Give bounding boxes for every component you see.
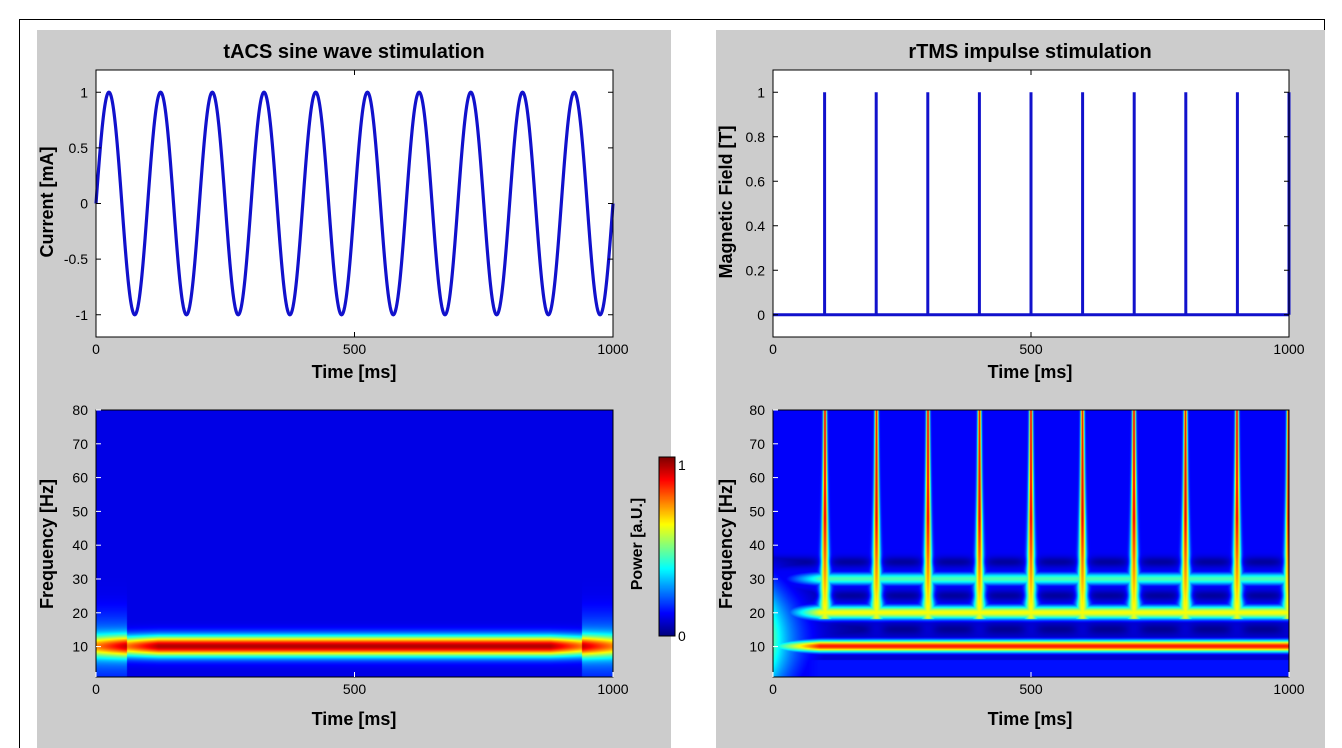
y-tick-label: 40 bbox=[72, 537, 88, 553]
y-tick-label: 0.6 bbox=[746, 173, 766, 189]
rtms-chart-title: rTMS impulse stimulation bbox=[908, 41, 1151, 63]
x-tick-label: 500 bbox=[343, 681, 367, 697]
tacs-chart-title: tACS sine wave stimulation bbox=[223, 41, 484, 63]
y-tick-label: 10 bbox=[72, 639, 88, 655]
x-tick-label: 500 bbox=[1019, 681, 1043, 697]
x-tick-label: 0 bbox=[92, 341, 100, 357]
colorbar-gradient bbox=[659, 457, 675, 636]
y-tick-label: 70 bbox=[749, 436, 765, 452]
y-tick-label: 0.2 bbox=[746, 262, 766, 278]
x-tick-label: 1000 bbox=[1273, 681, 1304, 697]
x-tick-label: 1000 bbox=[597, 341, 628, 357]
x-tick-label: 1000 bbox=[1273, 341, 1304, 357]
sine-wave-series bbox=[94, 90, 615, 317]
tacs-spectrogram-y-axis-label: Frequency [Hz] bbox=[37, 479, 57, 609]
y-tick-label: 0.5 bbox=[69, 140, 89, 156]
y-tick-label: 0 bbox=[80, 196, 88, 212]
y-tick-label: 60 bbox=[72, 470, 88, 486]
rtms-line-plot: 0 500 1000 0 0.2 0.4 0.6 0.8 1 bbox=[746, 69, 1305, 357]
y-tick-label: -1 bbox=[76, 307, 89, 323]
x-tick-label: 0 bbox=[92, 681, 100, 697]
y-tick-label: 1 bbox=[80, 84, 88, 100]
y-tick-label: 60 bbox=[749, 470, 765, 486]
y-tick-label: 1 bbox=[757, 84, 765, 100]
y-tick-label: 70 bbox=[72, 436, 88, 452]
x-tick-label: 500 bbox=[1019, 341, 1043, 357]
y-tick-label: 50 bbox=[72, 503, 88, 519]
rtms-y-axis-label: Magnetic Field [T] bbox=[716, 126, 736, 279]
y-tick-label: 80 bbox=[72, 402, 88, 418]
rtms-spectrogram-x-axis-label: Time [ms] bbox=[988, 709, 1073, 729]
colorbar-min-label: 0 bbox=[678, 628, 686, 644]
x-tick-label: 0 bbox=[769, 681, 777, 697]
y-tick-label: 0.4 bbox=[746, 218, 766, 234]
y-tick-label: 0.8 bbox=[746, 129, 766, 145]
colorbar-label: Power [a.U.] bbox=[629, 498, 646, 590]
y-tick-label: -0.5 bbox=[64, 251, 88, 267]
tacs-spectrogram-x-axis-label: Time [ms] bbox=[312, 709, 397, 729]
y-tick-label: 20 bbox=[749, 605, 765, 621]
x-tick-label: 1000 bbox=[597, 681, 628, 697]
y-tick-label: 40 bbox=[749, 537, 765, 553]
x-tick-label: 0 bbox=[769, 341, 777, 357]
y-tick-label: 0 bbox=[757, 307, 765, 323]
tacs-line-plot: 0 500 1000 -1 -0.5 0 0.5 1 bbox=[64, 69, 629, 357]
y-tick-label: 80 bbox=[749, 402, 765, 418]
y-tick-label: 30 bbox=[72, 571, 88, 587]
y-tick-label: 20 bbox=[72, 605, 88, 621]
rtms-x-axis-label: Time [ms] bbox=[988, 362, 1073, 382]
y-tick-label: 30 bbox=[749, 571, 765, 587]
y-tick-label: 10 bbox=[749, 639, 765, 655]
y-tick-label: 50 bbox=[749, 503, 765, 519]
colorbar-max-label: 1 bbox=[678, 457, 686, 473]
tacs-y-axis-label: Current [mA] bbox=[37, 147, 57, 258]
x-tick-label: 500 bbox=[343, 341, 367, 357]
rtms-spectrogram-image bbox=[773, 410, 1289, 677]
tacs-spectrogram-image bbox=[96, 410, 613, 677]
tacs-x-axis-label: Time [ms] bbox=[312, 362, 397, 382]
rtms-spectrogram-y-axis-label: Frequency [Hz] bbox=[716, 479, 736, 609]
